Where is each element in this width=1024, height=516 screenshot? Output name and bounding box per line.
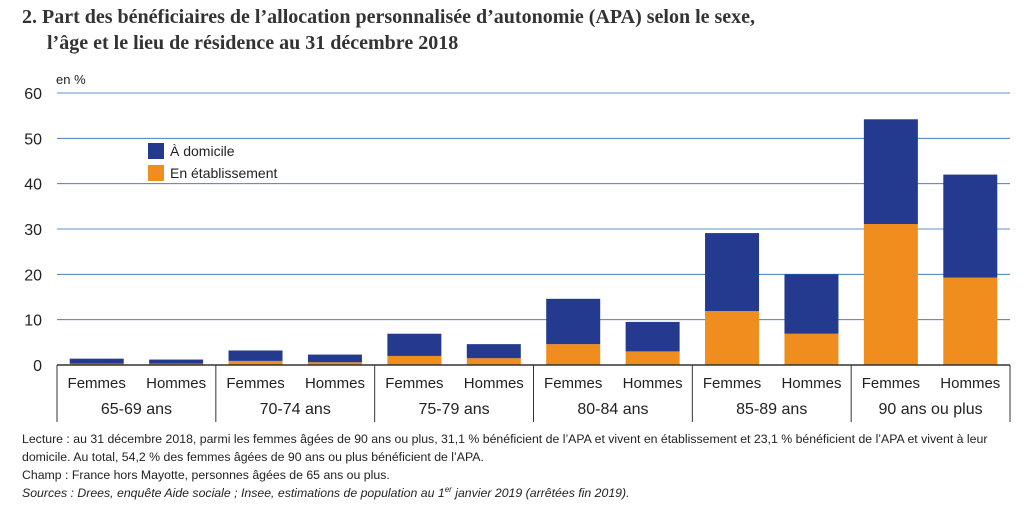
- x-category-label: Hommes: [781, 375, 841, 392]
- scope-note: Champ : France hors Mayotte, personnes â…: [22, 468, 390, 482]
- x-group-label: 80-84 ans: [577, 401, 648, 418]
- gridlines: [57, 92, 1010, 321]
- bars: [69, 119, 998, 365]
- x-category-label: Hommes: [464, 375, 524, 392]
- legend-label-domicile: À domicile: [170, 143, 235, 159]
- chart-title-line-1: 2. Part des bénéficiaires de l’allocatio…: [22, 6, 756, 28]
- x-category-label: Femmes: [226, 375, 284, 392]
- sources-text-end: janvier 2019 (arrêtées fin 2019).: [451, 486, 630, 500]
- bar-segment-domicile: [625, 321, 680, 352]
- bar-segment-etablissement: [943, 277, 998, 365]
- y-tick-label: 20: [24, 267, 42, 284]
- legend: À domicile En établissement: [148, 143, 278, 181]
- chart-title-line-2: l’âge et le lieu de résidence au 31 déce…: [47, 32, 459, 54]
- stacked-bar-chart: 0 10 20 30 40 50 60 en % Femmes Hommes Femmes Homme…: [24, 72, 1011, 422]
- axes: 0 10 20 30 40 50 60 en % Femmes Hommes Femmes Homme…: [24, 72, 1011, 422]
- bar-segment-etablissement: [705, 311, 760, 365]
- legend-swatch-domicile: [148, 143, 164, 159]
- bar-segment-domicile: [387, 333, 442, 356]
- sources-superscript: er: [444, 484, 452, 494]
- x-category-label: Femmes: [68, 375, 126, 392]
- bar-segment-etablissement: [784, 333, 839, 365]
- bar-segment-domicile: [546, 298, 601, 345]
- bar-segment-domicile: [705, 233, 760, 312]
- bar-segment-domicile: [69, 358, 124, 364]
- x-group-label: 70-74 ans: [260, 401, 331, 418]
- bar-segment-etablissement: [625, 351, 680, 365]
- x-group-label: 85-89 ans: [736, 401, 807, 418]
- x-category-label: Hommes: [305, 375, 365, 392]
- bar-segment-domicile: [863, 119, 918, 225]
- reading-note: Lecture : au 31 décembre 2018, parmi les…: [22, 432, 988, 464]
- bar-segment-etablissement: [387, 355, 442, 365]
- y-tick-label: 50: [24, 131, 42, 148]
- sources-note: Sources : Drees, enquête Aide sociale ; …: [22, 484, 1017, 502]
- x-category-label: Hommes: [146, 375, 206, 392]
- bar-segment-etablissement: [228, 360, 283, 365]
- chart-notes: Lecture : au 31 décembre 2018, parmi les…: [22, 430, 1017, 502]
- x-group-label: 90 ans ou plus: [879, 401, 983, 418]
- sources-text: Sources : Drees, enquête Aide sociale ; …: [22, 486, 445, 500]
- x-category-label: Hommes: [940, 375, 1000, 392]
- bar-segment-domicile: [228, 350, 283, 361]
- x-group-label: 65-69 ans: [101, 401, 172, 418]
- legend-swatch-etablissement: [148, 165, 164, 181]
- bar-segment-domicile: [307, 354, 362, 363]
- bar-segment-etablissement: [307, 362, 362, 365]
- y-tick-label: 60: [24, 86, 42, 103]
- y-tick-label: 40: [24, 177, 42, 194]
- x-category-label: Femmes: [385, 375, 443, 392]
- y-tick-label: 30: [24, 222, 42, 239]
- y-tick-label: 0: [33, 358, 42, 375]
- chart-title: 2. Part des bénéficiaires de l’allocatio…: [22, 4, 1012, 56]
- bar-segment-domicile: [943, 174, 998, 278]
- x-category-label: Femmes: [703, 375, 761, 392]
- x-group-label: 75-79 ans: [418, 401, 489, 418]
- bar-segment-domicile: [149, 359, 204, 364]
- legend-label-etablissement: En établissement: [170, 165, 278, 181]
- bar-segment-etablissement: [863, 224, 918, 365]
- bar-segment-domicile: [784, 274, 839, 334]
- x-category-label: Femmes: [544, 375, 602, 392]
- x-category-label: Femmes: [862, 375, 920, 392]
- bar-segment-etablissement: [466, 358, 521, 365]
- y-axis-label: en %: [56, 72, 86, 87]
- bar-segment-etablissement: [546, 344, 601, 365]
- y-tick-label: 10: [24, 313, 42, 330]
- x-category-label: Hommes: [623, 375, 683, 392]
- bar-segment-domicile: [466, 344, 521, 359]
